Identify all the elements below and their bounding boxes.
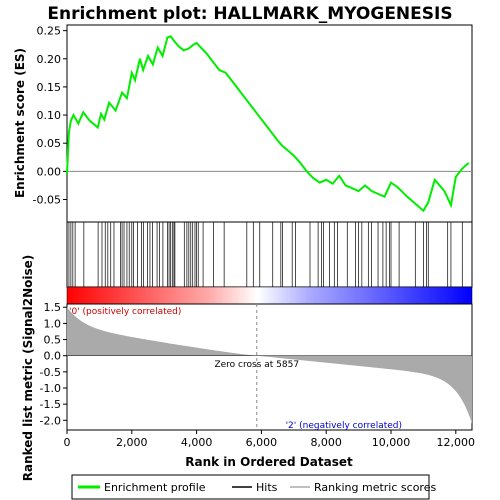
es-y-tick-label: 0.05 (37, 137, 62, 150)
hit-ticks (68, 222, 463, 287)
metric-y-ticks: 1.5 1.0 0.5 0.0 -0.5 -1.0 -1.5 -2.0 (40, 301, 67, 427)
x-tick-label: 2,000 (116, 436, 148, 449)
metric-y-tick-label: 0.0 (44, 350, 62, 363)
es-y-tick-label: 0.20 (37, 53, 62, 66)
hits-panel (66, 221, 473, 288)
metric-panel: Zero cross at 5857 '0' (positively corre… (21, 255, 473, 482)
metric-axis-label: Ranked list metric (Signal2Noise) (21, 255, 35, 482)
es-plot-frame (66, 24, 473, 223)
es-y-tick-label: 0.15 (37, 81, 62, 94)
metric-y-tick-label: 1.5 (44, 301, 62, 314)
metric-y-tick-label: -0.5 (40, 366, 61, 379)
ranking-metric-area (67, 307, 472, 424)
x-axis-label: Rank in Ordered Dataset (185, 455, 353, 469)
es-y-tick-label: -0.05 (33, 193, 61, 206)
x-tick-label: 12,000 (437, 436, 476, 449)
x-tick-label: 6,000 (246, 436, 278, 449)
es-y-tick-label: 0.00 (37, 165, 62, 178)
metric-y-tick-label: -2.0 (40, 414, 61, 427)
es-y-ticks: -0.05 0.00 0.05 0.10 0.15 0.20 0.25 (33, 25, 67, 206)
hits-frame (66, 221, 473, 288)
es-y-tick-label: 0.25 (37, 25, 62, 38)
zero-cross-label: Zero cross at 5857 (214, 360, 299, 370)
metric-y-tick-label: -1.5 (40, 398, 61, 411)
legend-metric-label: Ranking metric scores (314, 481, 436, 494)
legend-hits-label: Hits (256, 481, 278, 494)
es-panel: -0.05 0.00 0.05 0.10 0.15 0.20 0.25 Enrichment… (13, 24, 473, 223)
es-axis-label: Enrichment score (ES) (13, 48, 27, 198)
x-ticks: 0 2,000 4,000 6,000 8,000 10,000 12,000 (64, 430, 476, 449)
chart-title: Enrichment plot: HALLMARK_MYOGENESIS (47, 4, 452, 24)
x-tick-label: 0 (64, 436, 71, 449)
metric-y-tick-label: -1.0 (40, 382, 61, 395)
x-tick-label: 8,000 (310, 436, 342, 449)
rank-gradient (66, 286, 473, 305)
es-y-tick-label: 0.10 (37, 109, 62, 122)
metric-y-tick-label: 0.5 (44, 334, 62, 347)
negative-correlation-label: '2' (negatively correlated) (286, 421, 402, 431)
rank-color-bar (66, 286, 473, 305)
legend-es-label: Enrichment profile (104, 481, 206, 494)
es-profile-line (66, 35, 470, 213)
metric-y-tick-label: 1.0 (44, 317, 62, 330)
x-tick-label: 10,000 (372, 436, 411, 449)
legend: Enrichment profile Hits Ranking metric s… (71, 474, 436, 500)
x-tick-label: 4,000 (181, 436, 213, 449)
positive-correlation-label: '0' (positively correlated) (69, 307, 181, 317)
